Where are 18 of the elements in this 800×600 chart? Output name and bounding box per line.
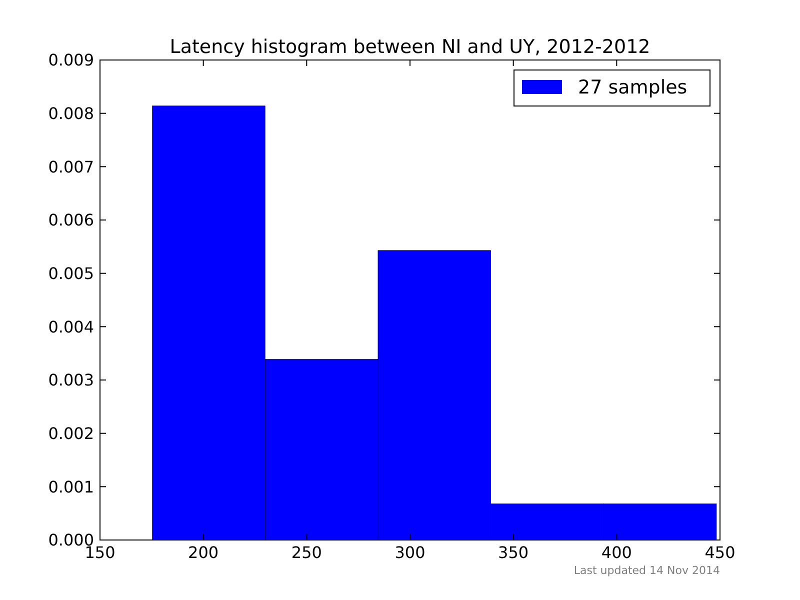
x-tick-label: 250 (291, 543, 322, 562)
y-tick-label: 0.008 (48, 104, 94, 123)
x-tick-label: 300 (394, 543, 426, 562)
y-tick-label: 0.005 (48, 264, 94, 283)
y-tick-label: 0.006 (48, 210, 94, 230)
x-tick-label: 450 (704, 543, 736, 562)
y-tick-label: 0.007 (48, 157, 94, 176)
x-tick-label: 350 (498, 543, 529, 562)
y-tick-label: 0.003 (48, 370, 94, 390)
legend-label: 27 samples (578, 76, 688, 99)
y-tick-label: 0.004 (48, 317, 94, 336)
y-tick-label: 0.001 (48, 477, 94, 496)
y-tick-label: 0.009 (48, 50, 94, 70)
text: Last updated 14 Nov 2014 (574, 564, 720, 577)
x-tick-label: 200 (188, 543, 219, 562)
chart-title: Latency histogram between NI and UY, 2012-2012 (170, 36, 650, 58)
x-tick-label: 400 (601, 543, 632, 562)
y-tick-label: 0.002 (48, 424, 94, 443)
